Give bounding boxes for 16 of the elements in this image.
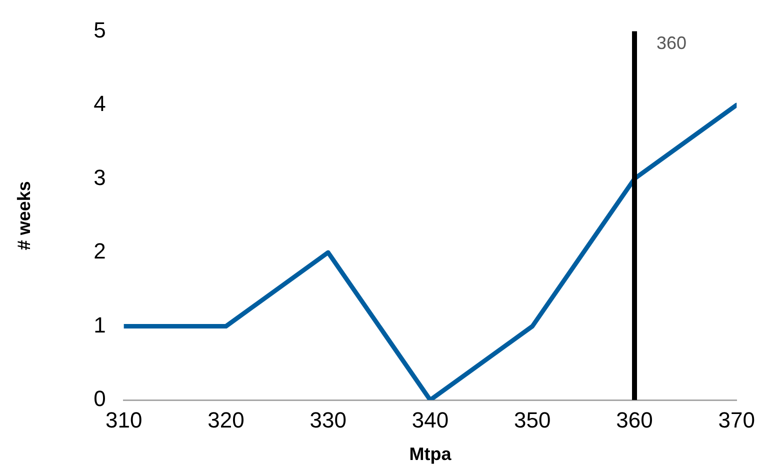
ref-line-label: 360 xyxy=(656,33,687,54)
x-axis-title: Mtpa xyxy=(409,444,452,464)
y-tick-label: 2 xyxy=(94,238,106,264)
y-tick-label: 0 xyxy=(94,386,106,412)
x-tick-label: 350 xyxy=(514,407,551,432)
y-tick-label: 5 xyxy=(94,17,106,42)
y-tick-label: 1 xyxy=(94,312,106,338)
x-tick-label: 340 xyxy=(412,407,449,432)
x-tick-label: 330 xyxy=(310,407,346,432)
x-tick-label: 360 xyxy=(616,407,653,432)
y-tick-label: 3 xyxy=(94,164,106,190)
x-tick-label: 320 xyxy=(208,407,244,432)
y-axis-title: # weeks xyxy=(14,181,34,250)
x-tick-label: 310 xyxy=(105,407,142,432)
x-tick-label: 370 xyxy=(718,407,756,432)
y-tick-label: 4 xyxy=(94,91,106,116)
